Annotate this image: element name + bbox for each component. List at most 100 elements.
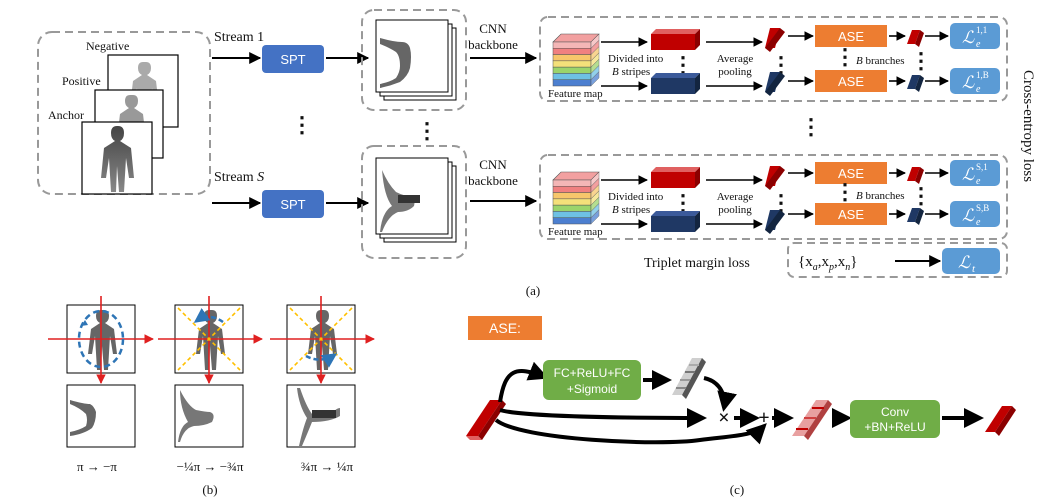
ase-block-1-b: ASE — [815, 70, 887, 92]
avg-label-sa: Average — [717, 191, 754, 203]
weights-to-mult-path — [703, 376, 737, 412]
ase-out-red-s — [907, 167, 924, 184]
pooled-ellipsis-1: ⋮ — [770, 52, 792, 77]
ase-tag: ASE: — [468, 316, 542, 340]
caption-a: (a) — [526, 283, 540, 298]
triplet-loss-box: ℒ t — [942, 248, 1000, 275]
cube-layer-front — [552, 60, 592, 68]
svg-text:1,B: 1,B — [976, 70, 989, 80]
vertical-ellipsis-images: ⋮ — [416, 118, 438, 143]
cube-layer-front — [552, 41, 592, 49]
pooled-red-bar-s — [765, 166, 785, 190]
backbone-label-s: backbone — [468, 173, 518, 188]
svg-text:ℒ: ℒ — [962, 28, 975, 47]
transformed-images-stream-1 — [375, 19, 457, 101]
anchor-label: Anchor — [48, 108, 84, 122]
triplet-margin-loss-label: Triplet margin loss — [644, 256, 750, 271]
navy-stripe-1 — [651, 73, 700, 94]
stripe-ellipsis-1: ⋮ — [672, 52, 694, 77]
cube-layer-front — [552, 186, 592, 193]
svg-text:ASE:: ASE: — [489, 320, 521, 336]
svg-text:+Sigmoid: +Sigmoid — [567, 382, 617, 396]
cube-layer-front — [552, 48, 592, 55]
negative-label: Negative — [86, 39, 129, 53]
spt-block-s: SPT — [262, 190, 324, 218]
vertical-ellipsis-streams: ⋮ — [291, 112, 313, 137]
svg-text:SPT: SPT — [280, 197, 305, 212]
fc-relu-fc-sigmoid-block: FC+ReLU+FC +Sigmoid — [543, 360, 641, 400]
divided-label-sb: B stripes — [612, 204, 650, 216]
anchor-image — [81, 121, 153, 195]
svg-text:ASE: ASE — [838, 166, 864, 181]
vertical-ellipsis-pipelines: ⋮ — [800, 114, 822, 139]
svg-text:Conv: Conv — [881, 405, 909, 419]
ase-block-1-1: ASE — [815, 25, 887, 47]
cross-entropy-loss-label: Cross-entropy loss — [1020, 70, 1036, 182]
triplet-box — [787, 242, 1008, 278]
rotation-example-1: π → −π — [48, 296, 154, 474]
cube-layer-side — [590, 209, 600, 225]
transformed-stack-box-s — [361, 145, 467, 259]
divided-label-1b: B stripes — [612, 66, 650, 78]
feature-map-cube-s — [552, 171, 600, 225]
divided-label-sa: Divided into — [608, 191, 664, 203]
pooled-red-bar-1 — [765, 28, 785, 52]
ase-block-s-b: ASE — [815, 203, 887, 225]
cnn-label-1: CNN — [479, 21, 507, 36]
avg-label-1a: Average — [717, 53, 754, 65]
stream-s-label: Stream S — [214, 170, 264, 185]
transformed-images-stream-s — [375, 157, 457, 243]
ase-lower-path — [499, 407, 707, 428]
cube-layer-side — [590, 71, 600, 87]
svg-text:S,B: S,B — [976, 203, 989, 213]
triplet-set: {xa,xp,xn} — [798, 254, 857, 273]
svg-text:ℒ: ℒ — [958, 253, 971, 272]
pooled-navy-bar-s — [765, 210, 785, 234]
panel-c: ASE: FC+ReLU+FC +Sigmoid × + — [466, 316, 1016, 497]
svg-text:FC+ReLU+FC: FC+ReLU+FC — [554, 366, 631, 380]
svg-text:1,1: 1,1 — [976, 25, 987, 35]
caption-b: (b) — [202, 482, 217, 497]
cube-layer-front — [552, 79, 592, 87]
red-stripe-s — [651, 167, 700, 188]
avg-label-sb: pooling — [718, 204, 752, 216]
ase-out-ellipsis-1: ⋮ — [910, 48, 932, 73]
svg-text:S,1: S,1 — [976, 162, 988, 172]
svg-text:t: t — [972, 263, 976, 275]
cube-layer-front — [552, 198, 592, 206]
ase-out-ellipsis-s: ⋮ — [910, 183, 932, 208]
branches-label-s: ⋮B branches — [834, 179, 905, 204]
ase-out-navy-1 — [907, 75, 924, 92]
branches-label-1: ⋮B branches — [834, 44, 905, 69]
avg-label-1b: pooling — [718, 66, 752, 78]
cube-layer-front — [552, 73, 592, 80]
ase-out-navy-s — [907, 208, 924, 225]
svg-text:ASE: ASE — [838, 74, 864, 89]
stream-1-label: Stream 1 — [214, 30, 264, 45]
feature-map-cube-1 — [552, 33, 600, 87]
cube-layer-front — [552, 217, 592, 225]
transformed-stack-box-1 — [361, 9, 467, 111]
ce-loss-s-b: ℒ e S,B — [950, 201, 1000, 228]
svg-text:ℒ: ℒ — [962, 73, 975, 92]
rotation-label-1: π → −π — [77, 459, 117, 474]
svg-text:ASE: ASE — [838, 207, 864, 222]
stripe-ellipsis-s: ⋮ — [672, 190, 694, 215]
svg-text:ASE: ASE — [838, 29, 864, 44]
cube-layer-front — [552, 211, 592, 218]
feature-map-label-s: Feature map — [548, 226, 603, 238]
svg-text:e: e — [976, 176, 981, 187]
weighted-feature-bar — [792, 400, 832, 440]
cube-layer-front — [552, 179, 592, 187]
attention-weights-bar — [672, 358, 706, 399]
pipeline-box-stream-1 — [539, 16, 1008, 102]
ce-loss-s-1: ℒ e S,1 — [950, 160, 1000, 187]
pooled-navy-bar-1 — [765, 72, 785, 96]
ase-upper-path — [498, 361, 549, 403]
svg-text:SPT: SPT — [280, 52, 305, 67]
spt-block-1: SPT — [262, 45, 324, 73]
rotation-example-3: ¾π → ¼π — [270, 296, 375, 474]
cube-layer-front — [552, 192, 592, 200]
svg-text:ℒ: ℒ — [962, 206, 975, 225]
red-stripe-1 — [651, 29, 700, 50]
